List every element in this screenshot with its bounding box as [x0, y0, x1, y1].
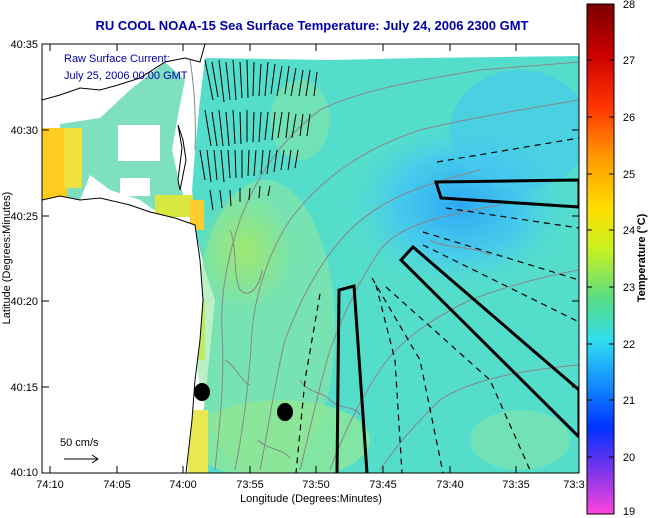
transect-outlines	[295, 137, 579, 473]
y-axis-title: Latitude (Degrees:Minutes)	[1, 192, 13, 325]
colorbar-tick-label: 27	[623, 55, 635, 67]
sst-coast-warm	[188, 410, 208, 473]
sst-bay-warm-1	[155, 195, 193, 217]
colorbar-label: Temperature (°C)	[636, 213, 648, 302]
x-axis-title: Longitude (Degrees:Minutes)	[240, 493, 382, 505]
colorbar-tick-label: 28	[623, 0, 635, 11]
x-tick-label: 74:05	[103, 479, 131, 491]
colorbar-tick-label: 24	[623, 225, 635, 237]
y-tick-labels: 40:35 40:30 40:25 40:20 40:15 40:10	[10, 39, 38, 479]
colorbar-tick-label: 19	[623, 506, 635, 518]
y-tick-label: 40:35	[10, 39, 38, 51]
y-tick-label: 40:15	[10, 382, 38, 394]
land-staten-island	[42, 44, 206, 101]
colorbar-tick-label: 25	[623, 169, 635, 181]
x-tick-label: 73:40	[436, 479, 464, 491]
colorbar-tick-label: 20	[623, 452, 635, 464]
colorbar-tick-label: 22	[623, 339, 635, 351]
colorbar-tick-label: 26	[623, 112, 635, 124]
colorbar-gradient	[586, 3, 615, 515]
sst-warm-band-south	[190, 400, 370, 473]
current-label-line-2: July 25, 2006 00:00 GMT	[64, 70, 188, 82]
transect-box-north	[433, 178, 579, 209]
land-sandy-hook	[177, 124, 187, 191]
sst-green-patch-3	[470, 410, 570, 470]
x-tick-label: 73:55	[236, 479, 264, 491]
sst-green-patch-2	[270, 80, 330, 160]
sst-cool-north	[450, 70, 579, 190]
sst-bay-warm-4	[118, 125, 160, 161]
mooring-marker-2	[277, 403, 293, 421]
y-tick-label: 40:20	[10, 296, 38, 308]
y-tick-label: 40:10	[10, 467, 38, 479]
x-tick-label: 73:45	[369, 479, 397, 491]
x-tick-marks	[49, 44, 517, 473]
sst-green-patch	[195, 190, 295, 310]
transect-box-central	[335, 284, 369, 473]
current-label-line-1: Raw Surface Current:	[64, 53, 170, 65]
x-tick-label: 74:10	[36, 479, 64, 491]
scale-arrow-head	[91, 454, 99, 464]
transect-box-south	[398, 244, 579, 440]
x-tick-label: 73:3	[563, 479, 584, 491]
x-tick-label: 73:50	[302, 479, 330, 491]
sst-bay-gap	[120, 178, 150, 196]
x-tick-label: 74:00	[169, 479, 197, 491]
x-tick-labels: 74:10 74:05 74:00 73:55 73:50 73:45 73:4…	[36, 479, 584, 491]
plot-frame	[41, 43, 580, 474]
mooring-marker-1	[194, 383, 210, 401]
colorbar-tick-label: 21	[623, 395, 635, 407]
bathymetry-contours	[189, 59, 579, 471]
y-tick-label: 40:25	[10, 211, 38, 223]
sst-bay-warm-3	[64, 128, 82, 188]
colorbar-tick-marks	[587, 59, 614, 458]
map-title: RU COOL NOAA-15 Sea Surface Temperature:…	[95, 18, 528, 33]
sst-coast-warm-3	[190, 200, 204, 230]
colorbar-tick-labels: 28 27 26 25 24 23 22 21 20 19	[623, 0, 635, 518]
y-tick-marks	[42, 129, 579, 388]
scale-label: 50 cm/s	[60, 437, 99, 449]
plot-area	[42, 44, 579, 473]
land-new-jersey	[42, 195, 204, 473]
colorbar-tick-label: 23	[623, 282, 635, 294]
y-tick-label: 40:30	[10, 125, 38, 137]
x-tick-label: 73:35	[502, 479, 530, 491]
surface-current-vectors	[199, 59, 318, 211]
colorbar: 28 27 26 25 24 23 22 21 20 19 Temperatur…	[586, 0, 648, 518]
